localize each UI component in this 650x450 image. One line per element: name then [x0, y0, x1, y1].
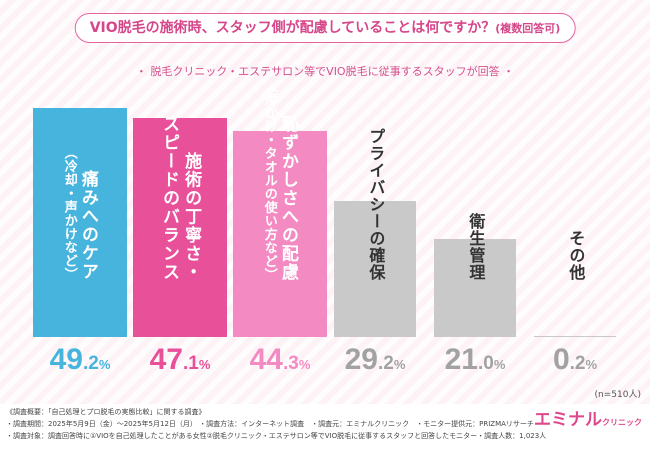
- survey-heading: 《調査概要：「自己処理とプロ脱毛の実態比較」に関する調査》: [6, 408, 206, 416]
- category-label-4: プライバシーの確保: [365, 128, 386, 281]
- category-label-line: 施術の丁寧さ・: [181, 151, 202, 282]
- value-whole: 21: [444, 343, 478, 376]
- title-note: (複数回答可): [495, 22, 561, 35]
- bar-chart-plot: 痛みへのケア （冷却・声かけなど） 49.2% 施術の丁寧さ・ スピードのバランス 47.…: [33, 79, 616, 375]
- sample-size-label: (n=510人): [594, 390, 641, 400]
- value-whole: 44: [249, 343, 283, 376]
- bar-3: [233, 131, 327, 337]
- value-fraction: .1: [182, 353, 199, 374]
- value-fraction: .2: [569, 353, 586, 374]
- category-label-line: スピードのバランス: [159, 114, 179, 282]
- category-label-3: 恥ずかしさへの配慮 （声かけ・タオルの使い方など）: [261, 79, 299, 282]
- value-fraction: .0: [477, 353, 494, 374]
- title-banner: VIO脱毛の施術時、スタッフ側が配慮していることは何ですか？(複数回答可): [74, 13, 576, 43]
- value-label-2: 47.1%: [150, 345, 211, 375]
- category-label-5: 衛生管理: [465, 213, 486, 281]
- bar-5: [434, 239, 516, 337]
- chart-title: VIO脱毛の施術時、スタッフ側が配慮していることは何ですか？: [89, 20, 496, 36]
- value-whole: 0: [552, 343, 570, 376]
- category-label-line: プライバシーの確保: [366, 128, 386, 281]
- value-label-4: 29.2%: [345, 345, 406, 375]
- value-fraction: .2: [377, 353, 394, 374]
- value-unit: %: [198, 357, 211, 372]
- bar-2: [133, 117, 227, 337]
- value-fraction: .3: [282, 353, 299, 374]
- survey-period-line: ・調査期間：2025年5月9日（金）～2025年5月12日（月） ・調査方法：イ…: [6, 420, 534, 428]
- value-whole: 29: [344, 343, 378, 376]
- category-label-note: （声かけ・タオルの使い方など）: [261, 78, 277, 282]
- survey-target-line: ・調査対象：調査回答時に①VIOを自己処理したことがある女性②脱毛クリニック・エ…: [6, 432, 547, 440]
- value-unit: %: [585, 357, 598, 372]
- category-label-note: （冷却・声かけなど）: [61, 146, 77, 281]
- category-label-2: 施術の丁寧さ・ スピードのバランス: [158, 115, 202, 282]
- category-label-line: 恥ずかしさへの配慮: [277, 114, 298, 282]
- chart-subtitle: ・ 脱毛クリニック・エステサロン等でVIO脱毛に従事するスタッフが回答 ・: [135, 65, 515, 78]
- value-fraction: .2: [82, 353, 99, 374]
- value-unit: %: [98, 357, 111, 372]
- category-label-line: 痛みへのケア: [77, 170, 98, 281]
- value-label-1: 49.2%: [50, 345, 111, 375]
- value-whole: 47: [149, 343, 183, 376]
- value-unit: %: [298, 357, 311, 372]
- value-label-6: 0.2%: [553, 345, 597, 375]
- category-label-line: 衛生管理: [466, 213, 486, 281]
- value-label-3: 44.3%: [250, 345, 311, 375]
- bar-1: [33, 108, 127, 337]
- category-label-line: その他: [566, 230, 586, 281]
- survey-footer: 《調査概要：「自己処理とプロ脱毛の実態比較」に関する調査》 ・調査期間：2025…: [0, 404, 650, 450]
- logo-main-text: エミナル: [534, 410, 602, 430]
- value-label-5: 21.0%: [445, 345, 506, 375]
- value-whole: 49: [49, 343, 83, 376]
- value-unit: %: [493, 357, 506, 372]
- category-label-6: その他: [565, 230, 586, 281]
- value-unit: %: [393, 357, 406, 372]
- logo-sub-text: クリニック: [602, 418, 642, 427]
- clinic-logo: エミナルクリニック: [534, 409, 642, 434]
- bar-6: [534, 336, 616, 337]
- category-label-1: 痛みへのケア （冷却・声かけなど）: [61, 146, 99, 281]
- bar-4: [334, 201, 416, 337]
